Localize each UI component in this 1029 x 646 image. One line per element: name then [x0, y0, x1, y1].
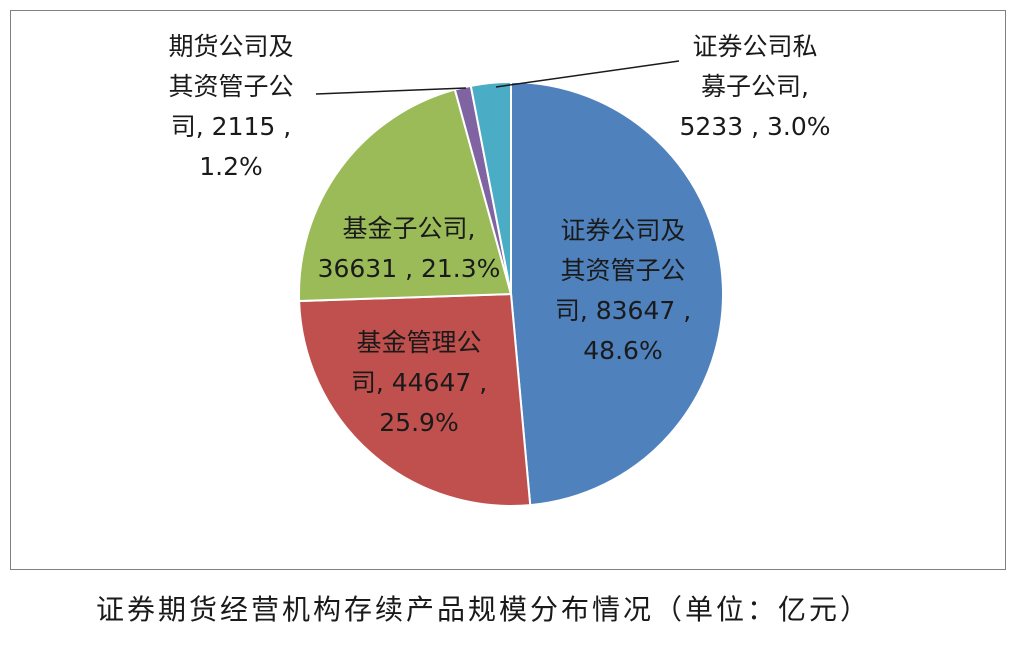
- slice-label-line: 其资管子公: [168, 72, 293, 101]
- pie-slice-1: [298, 292, 532, 507]
- leader-line-3: [315, 87, 467, 95]
- slice-label-2: 基金子公司, 36631 , 21.3%: [318, 214, 501, 283]
- slice-label-line: 5233 , 3.0%: [680, 112, 831, 141]
- leader-line-4: [495, 60, 680, 88]
- chart-title: 证券期货经营机构存续产品规模分布情况（单位：亿元）: [96, 593, 872, 626]
- chart-frame: 证券公司及其资管子公司, 83647 , 48.6% 基金管理公司, 44647 ,…: [10, 10, 1006, 570]
- pie-chart: 证券公司及其资管子公司, 83647 , 48.6%基金管理公司, 44647 ,…: [168, 32, 831, 507]
- slice-label-line: 证券公司私: [692, 32, 817, 61]
- slice-label-line: 48.6%: [583, 336, 662, 365]
- slice-label-line: 募子公司,: [701, 72, 809, 101]
- slice-label-line: 司, 83647 ,: [555, 296, 691, 325]
- pie-slice-0: [510, 80, 724, 507]
- slice-label-line: 25.9%: [379, 408, 458, 437]
- slice-label-1: 基金管理公司, 44647 , 25.9%: [351, 328, 487, 437]
- pie-slice-4: [469, 80, 512, 295]
- pie-slice-2: [298, 88, 513, 303]
- slice-label-line: 其资管子公: [560, 256, 685, 285]
- slice-label-0: 证券公司及其资管子公司, 83647 , 48.6%: [555, 216, 691, 365]
- slice-label-line: 36631 , 21.3%: [318, 254, 501, 283]
- slice-label-line: 1.2%: [199, 152, 263, 181]
- slice-label-4: 证券公司私募子公司, 5233 , 3.0%: [680, 32, 831, 141]
- slice-label-line: 基金子公司,: [343, 214, 476, 243]
- slice-label-line: 基金管理公: [356, 328, 481, 357]
- slice-label-line: 证券公司及: [560, 216, 685, 245]
- slice-label-3: 期货公司及其资管子公司, 2115 , 1.2%: [168, 32, 293, 181]
- slice-label-line: 期货公司及: [168, 32, 293, 61]
- slice-label-line: 司, 44647 ,: [351, 368, 487, 397]
- slice-label-line: 司, 2115 ,: [171, 112, 291, 141]
